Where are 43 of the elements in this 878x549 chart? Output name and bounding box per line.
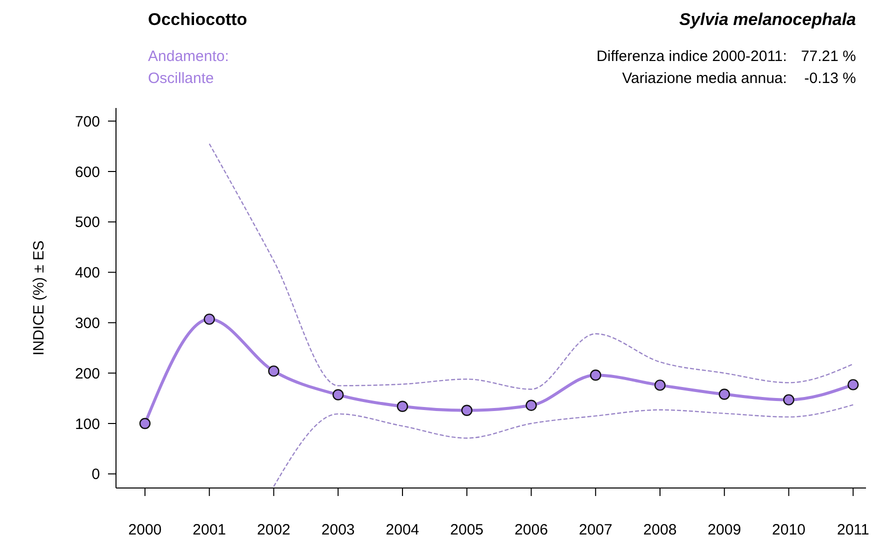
x-tick-label: 2008 bbox=[643, 522, 677, 539]
point bbox=[590, 370, 602, 381]
y-tick-label: 300 bbox=[74, 315, 100, 332]
y-tick-label: 200 bbox=[74, 365, 100, 382]
x-tick-label: 2003 bbox=[321, 522, 355, 539]
point bbox=[396, 400, 408, 412]
y-tick-label: 100 bbox=[74, 416, 100, 433]
point bbox=[654, 380, 666, 391]
point bbox=[139, 418, 151, 430]
x-tick-label: 2005 bbox=[450, 522, 484, 539]
text: -0.13 % bbox=[803, 69, 856, 89]
text: Oscillante bbox=[148, 69, 215, 89]
x-tick-label: 2011 bbox=[836, 522, 870, 539]
point bbox=[332, 389, 344, 400]
x-tick-label: 2004 bbox=[386, 522, 420, 539]
y-tick-label: 700 bbox=[74, 113, 100, 130]
y-tick-label: 0 bbox=[92, 466, 100, 484]
point bbox=[268, 365, 280, 377]
x-tick-label: 2000 bbox=[128, 522, 162, 539]
point bbox=[204, 314, 215, 325]
line-series bbox=[208, 143, 854, 390]
y-tick-label: 600 bbox=[74, 164, 100, 181]
y-axis-title: INDICE (%) ± ES bbox=[30, 240, 48, 356]
x-tick-label: 2001 bbox=[192, 522, 226, 539]
line-series bbox=[273, 404, 854, 488]
chart-title: Occhiocotto bbox=[148, 10, 248, 30]
x-tick-label: 2009 bbox=[708, 522, 742, 539]
chart-subtitle: Sylvia melanocephala bbox=[679, 10, 856, 30]
text: Differenza indice 2000-2011: bbox=[596, 47, 788, 67]
point bbox=[526, 400, 537, 411]
text: 77.21 % bbox=[800, 47, 856, 67]
point bbox=[461, 404, 472, 416]
y-tick-label: 500 bbox=[74, 214, 100, 232]
text: Variazione media annua: bbox=[621, 69, 788, 89]
text: Andamento: bbox=[148, 47, 229, 67]
point bbox=[718, 388, 730, 400]
x-tick-label: 2007 bbox=[578, 522, 612, 539]
x-tick-label: 2010 bbox=[772, 522, 806, 539]
point bbox=[848, 379, 859, 390]
x-tick-label: 2006 bbox=[514, 522, 548, 539]
point bbox=[783, 394, 794, 406]
x-tick-label: 2002 bbox=[257, 522, 290, 539]
y-tick-label: 400 bbox=[74, 264, 100, 282]
